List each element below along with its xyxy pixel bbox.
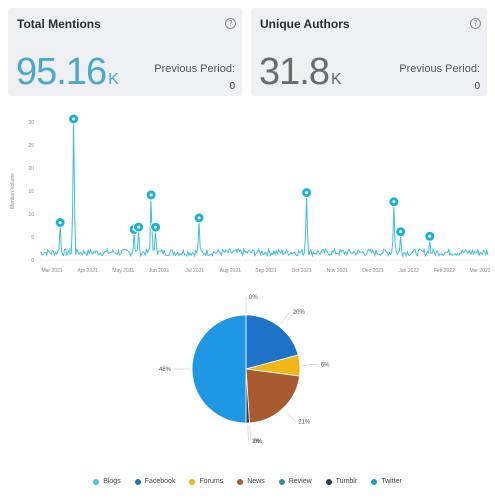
pie-legend: Blogs Facebook Forums News Review Tumblr Twitt… [0, 478, 495, 485]
legend-label: Review [288, 478, 312, 485]
y-tick-label: 30 [28, 120, 34, 126]
y-tick-label: 20 [28, 166, 34, 172]
pie-slice-label: 0% [254, 439, 263, 445]
mention-volume-line-chart: 0 5 10 15 20 25 30 Mention Volume Mar 2021 Apr 20… [10, 113, 491, 274]
legend-dot [189, 478, 196, 485]
x-tick-label: Jan 2022 [398, 268, 419, 274]
x-tick-label: Mar 2022 [469, 268, 490, 274]
y-axis-label: Mention Volume [10, 173, 16, 209]
legend-label: Blogs [103, 478, 121, 485]
unique-authors-value: 31.8 K [259, 51, 342, 93]
peak-marker[interactable] [145, 189, 157, 201]
source-distribution-pie-chart: 0%20%6%21%0%1%48% [159, 295, 330, 445]
total-mentions-card: Total Mentions ? 95.16 K Previous Period:… [8, 8, 242, 96]
pie-slice-facebook[interactable] [245, 314, 299, 370]
legend-item-news[interactable]: News [237, 478, 265, 485]
pie-slice-label: 1% [251, 439, 260, 445]
x-tick-label: Aug 2021 [220, 268, 242, 274]
x-tick-label: Jun 2021 [149, 268, 170, 274]
peak-marker[interactable] [68, 113, 80, 125]
legend-item-facebook[interactable]: Facebook [134, 478, 176, 485]
legend-item-tumblr[interactable]: Tumblr [325, 478, 358, 485]
legend-label: News [247, 478, 265, 485]
legend-dot [278, 478, 285, 485]
pie-label-leader [279, 311, 291, 325]
total-mentions-title: Total Mentions [17, 17, 101, 31]
pie-slice-label: 0% [249, 295, 258, 301]
y-tick-label: 25 [28, 143, 34, 149]
y-tick-label: 5 [31, 235, 34, 241]
y-tick-label: 0 [31, 258, 34, 264]
x-tick-label: Mar 2021 [41, 268, 62, 274]
peak-marker[interactable] [301, 187, 313, 199]
pie-slice-label: 20% [293, 310, 306, 316]
pie-slice-label: 48% [159, 367, 172, 373]
pie-label-leader [249, 424, 251, 441]
x-tick-label: Nov 2021 [327, 268, 349, 274]
y-tick-label: 15 [28, 189, 34, 195]
legend-label: Facebook [144, 478, 176, 485]
mention-volume-series-line [39, 121, 489, 258]
x-tick-label: May 2021 [112, 268, 134, 274]
unique-authors-title: Unique Authors [260, 17, 350, 31]
previous-period-value: 0 [229, 81, 235, 92]
unique-authors-card: Unique Authors ? 31.8 K Previous Period: … [251, 8, 487, 96]
previous-period-value: 0 [474, 81, 480, 92]
pie-label-leader [301, 364, 318, 366]
legend-item-blogs[interactable]: Blogs [93, 478, 121, 485]
pie-slice-label: 21% [298, 420, 311, 426]
legend-dot [237, 478, 244, 485]
pie-label-leader [247, 424, 249, 441]
legend-item-forums[interactable]: Forums [189, 478, 223, 485]
x-tick-label: Dec 2021 [362, 268, 384, 274]
pie-slice-news[interactable] [245, 368, 300, 424]
legend-dot [134, 478, 141, 485]
legend-label: Forums [199, 478, 224, 485]
x-tick-label: Oct 2021 [292, 268, 313, 274]
x-tick-label: Feb 2022 [434, 268, 455, 274]
x-tick-label: Apr 2021 [78, 268, 99, 274]
legend-label: Twitter [381, 478, 402, 485]
legend-item-review[interactable]: Review [278, 478, 312, 485]
peak-marker[interactable] [193, 212, 205, 224]
info-icon[interactable]: ? [470, 18, 481, 29]
legend-label: Tumblr [335, 478, 358, 485]
peak-marker[interactable] [395, 226, 407, 238]
x-tick-label: Sep 2021 [255, 268, 277, 274]
x-tick-label: Jul 2021 [185, 268, 204, 274]
peak-marker[interactable] [424, 230, 436, 242]
pie-slice-twitter[interactable] [191, 314, 247, 424]
total-mentions-value: 95.16 K [16, 51, 119, 93]
previous-period-label: Previous Period: [399, 63, 480, 75]
peak-marker[interactable] [388, 196, 400, 208]
pie-label-leader [284, 409, 296, 422]
peak-marker[interactable] [133, 221, 145, 233]
legend-dot [371, 478, 378, 485]
y-tick-label: 10 [28, 212, 34, 218]
legend-dot [93, 478, 100, 485]
pie-slice-label: 6% [321, 362, 330, 368]
info-icon[interactable]: ? [225, 18, 236, 29]
legend-dot [325, 478, 332, 485]
peak-marker[interactable] [54, 217, 66, 228]
legend-item-twitter[interactable]: Twitter [371, 478, 402, 485]
peak-marker[interactable] [150, 221, 162, 233]
previous-period-label: Previous Period: [154, 63, 235, 75]
